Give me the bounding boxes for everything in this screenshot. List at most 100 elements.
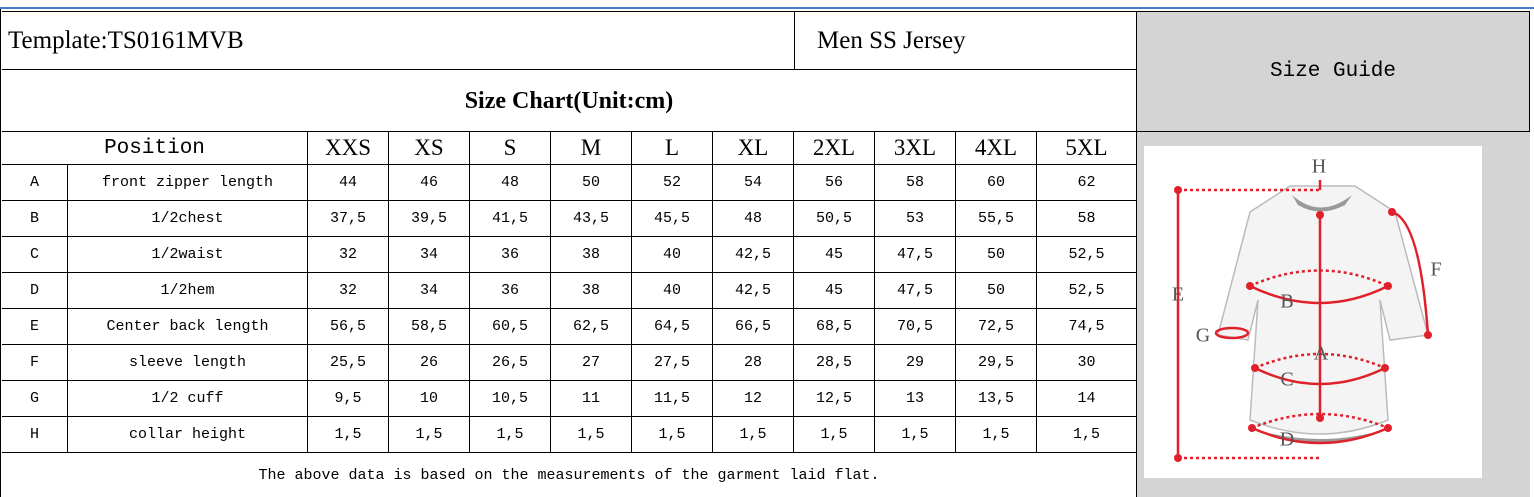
table-cell: 27,5: [632, 345, 713, 381]
cuff: [1214, 326, 1250, 340]
table-cell: 56: [794, 165, 875, 201]
table-cell: 36: [470, 237, 551, 273]
table-cell: Center back length: [68, 309, 308, 345]
table-cell: A: [2, 165, 68, 201]
table-cell: 13: [875, 381, 956, 417]
table-cell: 41,5: [470, 201, 551, 237]
table-cell: 70,5: [875, 309, 956, 345]
table-cell: 28: [713, 345, 794, 381]
measure-line: [1251, 426, 1389, 445]
table-cell: 14: [1037, 381, 1137, 417]
table-cell: 1/2hem: [68, 273, 308, 309]
table-cell: 54: [713, 165, 794, 201]
table-cell: 42,5: [713, 237, 794, 273]
table-cell: 45: [794, 273, 875, 309]
table-cell: 28,5: [794, 345, 875, 381]
table-cell: 37,5: [308, 201, 389, 237]
table-cell: front zipper length: [68, 165, 308, 201]
column-header: 5XL: [1037, 132, 1137, 165]
collar: [1292, 195, 1352, 212]
table-cell: C: [2, 237, 68, 273]
measure-point: [1384, 282, 1392, 290]
measure-point: [1246, 282, 1254, 290]
table-cell: 32: [308, 273, 389, 309]
table-cell: 58,5: [389, 309, 470, 345]
measure-point: [1381, 364, 1389, 372]
table-cell: 1,5: [632, 417, 713, 453]
top-border: [0, 0, 1534, 9]
table-cell: D: [2, 273, 68, 309]
table-cell: 1/2chest: [68, 201, 308, 237]
table-cell: 1,5: [1037, 417, 1137, 453]
table-cell: 1,5: [470, 417, 551, 453]
measure-point: [1316, 414, 1324, 422]
table-cell: 62,5: [551, 309, 632, 345]
table-cell: 9,5: [308, 381, 389, 417]
diagram-label: C: [1280, 369, 1293, 391]
table-cell: 50: [956, 273, 1037, 309]
table-cell: 58: [1037, 201, 1137, 237]
diagram-label: B: [1280, 291, 1293, 313]
measure-point: [1424, 331, 1432, 339]
table-cell: 50: [956, 237, 1037, 273]
table-cell: 72,5: [956, 309, 1037, 345]
table-cell: E: [2, 309, 68, 345]
column-header: L: [632, 132, 713, 165]
table-cell: 38: [551, 237, 632, 273]
column-header: M: [551, 132, 632, 165]
measure-point: [1251, 364, 1259, 372]
table-cell: 1/2waist: [68, 237, 308, 273]
table-cell: B: [2, 201, 68, 237]
table-cell: 10,5: [470, 381, 551, 417]
table-cell: 46: [389, 165, 470, 201]
column-header: S: [470, 132, 551, 165]
size-guide: Size Guide: [1137, 11, 1530, 132]
table-cell: sleeve length: [68, 345, 308, 381]
table-cell: 50: [551, 165, 632, 201]
diagram-label: D: [1280, 429, 1294, 451]
table-cell: H: [2, 417, 68, 453]
table-cell: 29: [875, 345, 956, 381]
table-cell: 53: [875, 201, 956, 237]
table-cell: 38: [551, 273, 632, 309]
table-cell: 25,5: [308, 345, 389, 381]
table-cell: collar height: [68, 417, 308, 453]
measure-point: [1248, 424, 1256, 432]
table-cell: 12: [713, 381, 794, 417]
table-cell: 30: [1037, 345, 1137, 381]
table-cell: 47,5: [875, 273, 956, 309]
table-cell: 34: [389, 237, 470, 273]
jersey-outline: [1217, 185, 1429, 435]
table-cell: 1,5: [956, 417, 1037, 453]
measure-line: [1254, 352, 1386, 370]
measure-point: [1316, 211, 1324, 219]
diagram-label: F: [1430, 259, 1441, 281]
table-cell: 50,5: [794, 201, 875, 237]
table-cell: 48: [713, 201, 794, 237]
measure-line: [1254, 366, 1386, 386]
table-cell: 1,5: [875, 417, 956, 453]
diagram-label: G: [1196, 325, 1210, 347]
table-cell: G: [2, 381, 68, 417]
table-cell: 11: [551, 381, 632, 417]
note: The above data is based on the measureme…: [2, 453, 1137, 497]
diagram-label: A: [1314, 343, 1329, 365]
table-cell: 1/2 cuff: [68, 381, 308, 417]
table-cell: 62: [1037, 165, 1137, 201]
measure-line: [1391, 210, 1430, 336]
table-cell: 52,5: [1037, 273, 1137, 309]
measure-point: [1174, 454, 1182, 462]
table-cell: 36: [470, 273, 551, 309]
table-cell: 60,5: [470, 309, 551, 345]
table-cell: 64,5: [632, 309, 713, 345]
table-cell: 47,5: [875, 237, 956, 273]
table-cell: F: [2, 345, 68, 381]
table-cell: 74,5: [1037, 309, 1137, 345]
table-cell: 40: [632, 273, 713, 309]
table-cell: 45,5: [632, 201, 713, 237]
table-cell: 43,5: [551, 201, 632, 237]
table-cell: 34: [389, 273, 470, 309]
column-header: 4XL: [956, 132, 1037, 165]
